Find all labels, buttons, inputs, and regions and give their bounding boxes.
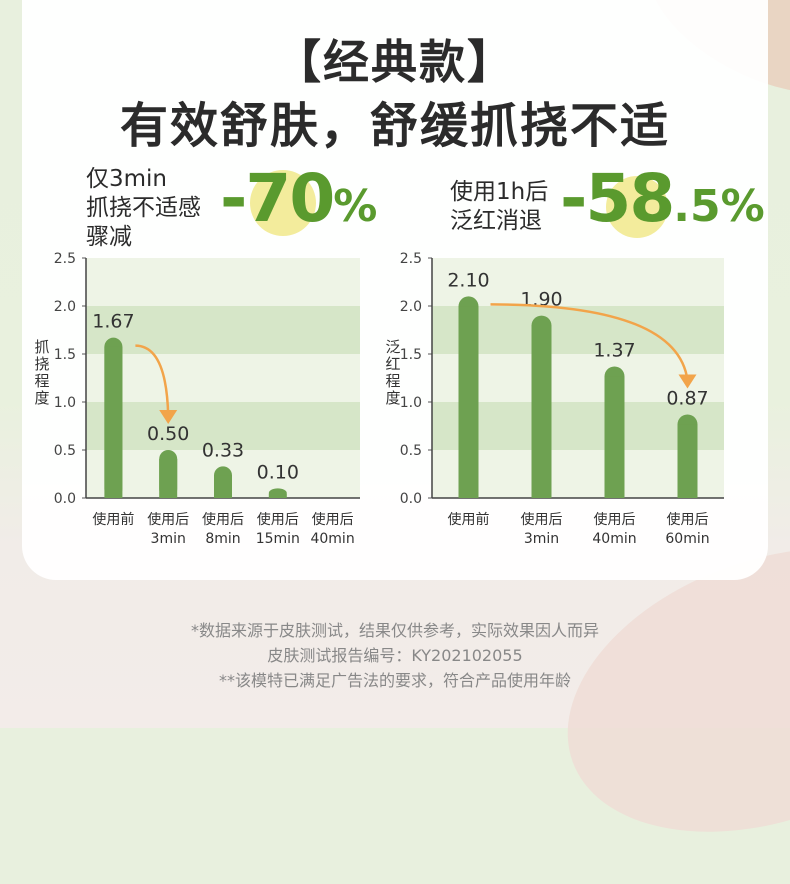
y-axis-label: 度: [385, 389, 400, 407]
stat-value-main: -70: [220, 160, 335, 237]
bar-value-label: 1.37: [593, 339, 635, 361]
y-tick-label: 0.5: [400, 443, 422, 459]
product-subtitle: 有效舒肤，舒缓抓挠不适: [119, 98, 670, 154]
x-tick-label: 8min: [205, 531, 240, 547]
stat-value-itch: -70%: [220, 160, 377, 237]
bar-value-label: 0.10: [257, 461, 299, 483]
y-tick-label: 0.0: [400, 491, 422, 507]
x-tick-label: 使用后: [257, 511, 299, 528]
x-tick-label: 使用后: [312, 511, 354, 528]
footnote-line: **该模特已满足广告法的要求，符合产品使用年龄: [218, 671, 571, 690]
bar-base: [214, 475, 232, 498]
chart-band: [432, 258, 724, 306]
chart-band: [86, 402, 360, 450]
y-tick-label: 2.0: [400, 299, 422, 315]
trend-arrow-head: [678, 374, 697, 389]
stat-label-line: 抓挠不适感: [86, 195, 201, 221]
y-tick-label: 1.0: [54, 395, 76, 411]
bar-value-label: 0.50: [147, 423, 189, 445]
stat-label-line: 骤减: [86, 224, 132, 250]
y-axis-label: 红: [385, 355, 400, 373]
y-tick-label: 1.0: [400, 395, 422, 411]
y-axis-label: 泛: [385, 338, 400, 356]
y-axis-label: 程: [34, 372, 49, 390]
y-tick-label: 2.5: [400, 251, 422, 267]
trend-arrow-head: [159, 410, 178, 424]
stat-value-suffix: %: [333, 181, 378, 232]
bar-base: [268, 494, 287, 498]
y-tick-label: 0.0: [54, 491, 76, 507]
stat-label-line: 仅3min: [86, 166, 168, 192]
bar-value-label: 2.10: [447, 269, 489, 291]
stat-value-suffix: .5%: [673, 181, 765, 232]
x-tick-label: 15min: [256, 531, 300, 547]
chart-band: [86, 354, 360, 402]
y-tick-label: 2.0: [54, 299, 76, 315]
stat-label-line: 使用1h后: [450, 179, 549, 205]
bar-base: [677, 424, 698, 498]
stat-value-main: -58: [560, 160, 675, 237]
chart-band: [432, 306, 724, 354]
bar-base: [458, 306, 479, 498]
chart-band: [86, 258, 360, 306]
footnote-line: 皮肤测试报告编号：KY202102055: [267, 646, 523, 665]
stat-label-line: 泛红消退: [450, 208, 542, 234]
y-axis-label: 挠: [34, 355, 49, 373]
highlight-blob: [250, 170, 316, 236]
y-axis-label: 程: [385, 372, 400, 390]
y-tick-label: 2.5: [54, 251, 76, 267]
product-title: 【经典款】: [275, 35, 515, 89]
bar-base: [604, 376, 625, 498]
trend-arrow: [490, 303, 689, 381]
y-tick-label: 1.5: [54, 347, 76, 363]
bar-base: [104, 346, 123, 498]
x-tick-label: 60min: [665, 531, 709, 547]
bar-value-label: 0.33: [202, 439, 244, 461]
footnote-line: *数据来源于皮肤测试，结果仅供参考，实际效果因人而异: [190, 621, 599, 640]
x-tick-label: 使用后: [594, 511, 636, 528]
x-tick-label: 使用后: [521, 511, 563, 528]
x-tick-label: 3min: [151, 531, 186, 547]
x-tick-label: 40min: [310, 531, 354, 547]
chart-band: [86, 306, 360, 354]
highlight-blob: [606, 176, 668, 238]
bar-value-label: 0.87: [666, 387, 708, 409]
stat-label-itch: 仅3min 抓挠不适感 骤减: [86, 165, 201, 252]
charts-svg: 0.00.51.01.52.02.5抓挠程度1.67使用前0.50使用后3min…: [34, 251, 724, 547]
y-axis-label: 抓: [34, 338, 49, 356]
y-tick-label: 1.5: [400, 347, 422, 363]
x-tick-label: 使用前: [448, 511, 490, 528]
stat-label-redness: 使用1h后 泛红消退: [450, 178, 548, 236]
y-axis-label: 度: [34, 389, 49, 407]
chart-band: [432, 450, 724, 498]
x-tick-label: 使用后: [667, 511, 709, 528]
x-tick-label: 使用后: [202, 511, 244, 528]
chart-band: [432, 354, 724, 402]
bar-base: [159, 459, 178, 498]
chart-band: [432, 402, 724, 450]
x-tick-label: 40min: [592, 531, 636, 547]
y-tick-label: 0.5: [54, 443, 76, 459]
trend-arrow: [135, 344, 170, 417]
bar-value-label: 1.67: [92, 311, 134, 333]
bar-base: [531, 325, 552, 498]
x-tick-label: 3min: [524, 531, 559, 547]
x-tick-label: 使用后: [147, 511, 189, 528]
x-tick-label: 使用前: [92, 511, 134, 528]
stat-value-redness: -58.5%: [560, 160, 765, 237]
